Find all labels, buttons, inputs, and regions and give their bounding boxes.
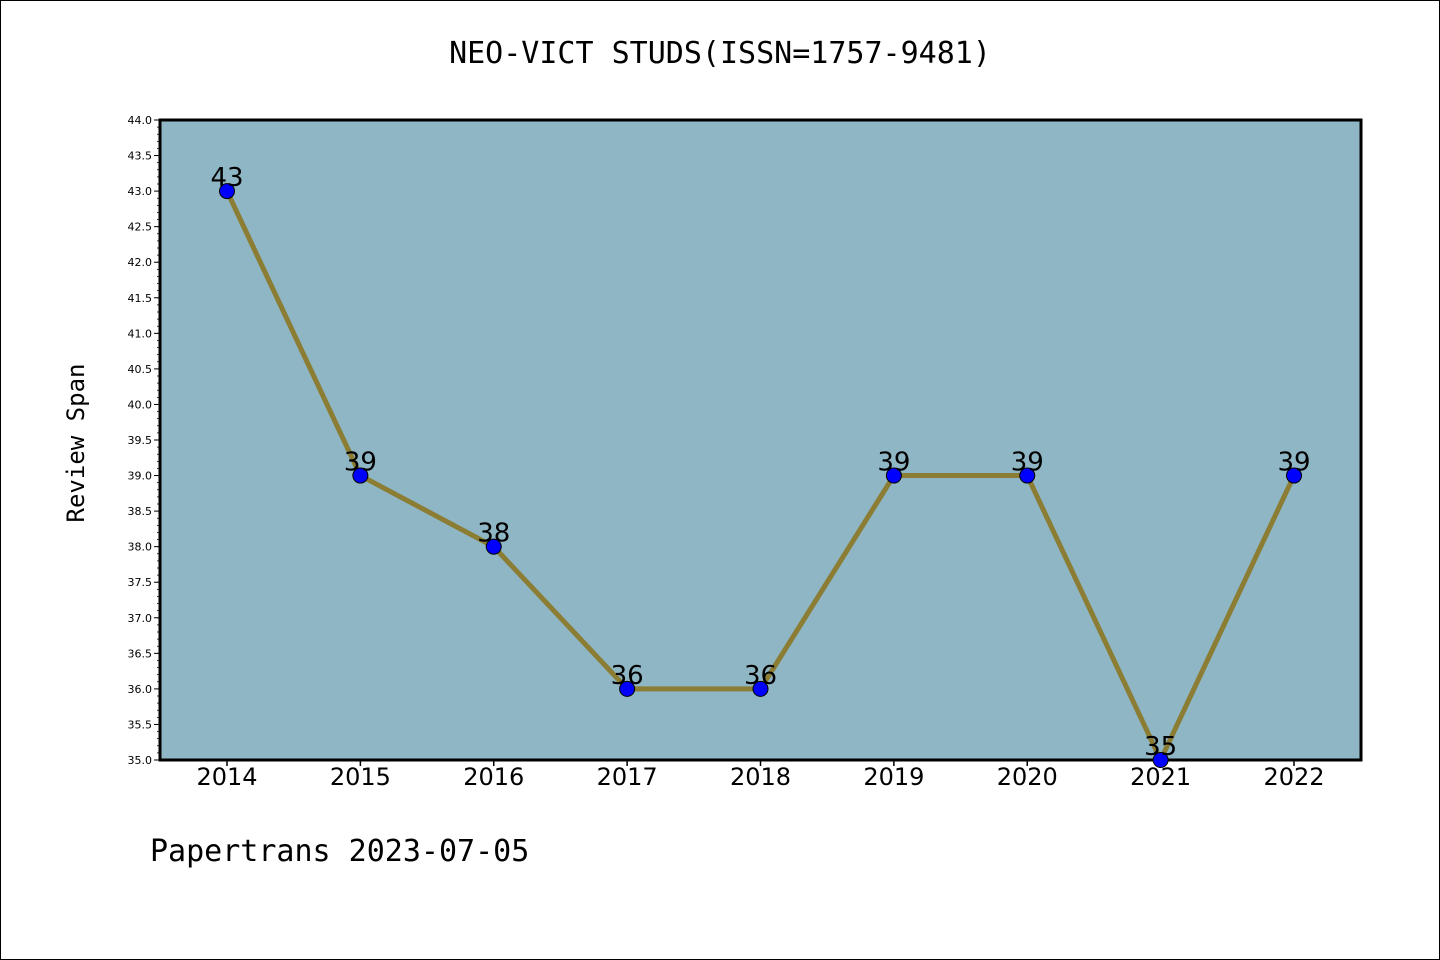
data-point <box>1019 467 1036 484</box>
data-point <box>752 680 769 697</box>
data-point <box>1286 467 1302 484</box>
x-tick-label: 2020 <box>997 763 1058 791</box>
data-label: 39 <box>1011 448 1044 478</box>
y-tick-label: 43.5 <box>128 150 153 163</box>
y-axis-label: Review Span <box>62 364 90 523</box>
data-label: 39 <box>1277 448 1310 478</box>
y-tick-label: 37.5 <box>128 576 153 589</box>
plot-area <box>158 118 1363 762</box>
y-tick-label: 38.5 <box>128 505 153 518</box>
data-point <box>485 538 502 555</box>
x-tick-label: 2022 <box>1263 763 1324 791</box>
y-tick-label: 40.0 <box>128 398 153 411</box>
y-axis: 35.0 35.5 36.0 36.5 37.0 37.5 38.0 38.5 39.0 39.5… <box>128 114 160 767</box>
x-axis: 2014 2015 2016 2017 2018 2019 2020 2021 2022 <box>196 760 1325 791</box>
y-tick-label: 36.5 <box>128 647 153 660</box>
x-tick-label: 2014 <box>196 763 257 791</box>
x-tick-label: 2019 <box>863 763 924 791</box>
data-point <box>352 467 369 484</box>
y-tick-label: 44.0 <box>128 114 153 127</box>
y-tick-label: 43.0 <box>128 185 153 198</box>
x-tick-label: 2016 <box>463 763 524 791</box>
x-tick-label: 2015 <box>330 763 391 791</box>
y-tick-label: 42.5 <box>128 221 153 234</box>
data-label: 38 <box>477 519 510 549</box>
x-tick-label: 2017 <box>597 763 658 791</box>
footer-text: Papertrans 2023-07-05 <box>150 834 530 869</box>
y-tick-label: 36.0 <box>128 683 153 696</box>
data-point <box>219 183 235 200</box>
y-tick-label: 38.0 <box>128 541 153 554</box>
chart-title: NEO-VICT STUDS(ISSN=1757-9481) <box>449 36 991 71</box>
data-label: 39 <box>344 448 377 478</box>
data-point <box>1152 752 1169 768</box>
data-label: 36 <box>744 661 777 691</box>
data-point <box>885 467 902 484</box>
data-label: 36 <box>611 661 644 691</box>
y-tick-label: 37.0 <box>128 612 153 625</box>
y-tick-label: 41.0 <box>128 327 153 340</box>
y-tick-label: 35.5 <box>128 718 153 731</box>
data-label: 43 <box>210 163 243 193</box>
data-label: 35 <box>1144 732 1177 762</box>
data-labels: 43 39 38 36 36 39 39 35 39 <box>210 163 1310 762</box>
y-tick-label: 39.5 <box>128 434 153 447</box>
data-point <box>619 680 636 697</box>
data-label: 39 <box>877 448 910 478</box>
y-tick-label: 42.0 <box>128 256 153 269</box>
y-tick-label: 41.5 <box>128 292 153 305</box>
x-tick-label: 2018 <box>730 763 791 791</box>
y-tick-label: 35.0 <box>128 754 153 767</box>
y-tick-label: 39.0 <box>128 470 153 483</box>
data-points <box>219 183 1302 768</box>
y-tick-label: 40.5 <box>128 363 153 376</box>
